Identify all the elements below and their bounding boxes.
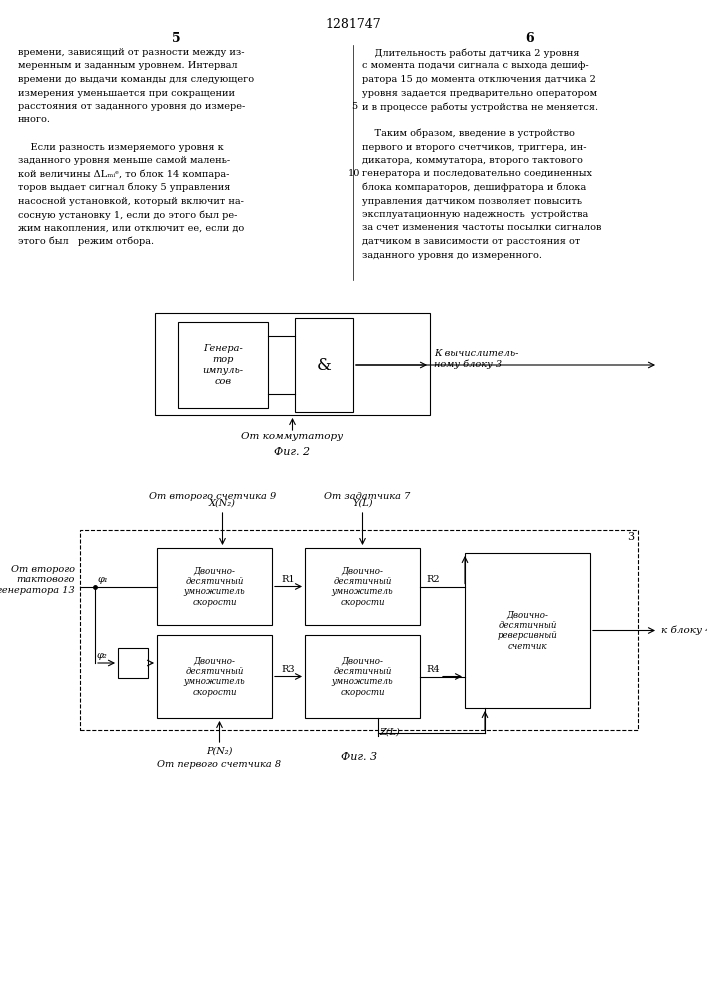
Text: Таким образом, введение в устройство: Таким образом, введение в устройство (362, 129, 575, 138)
Text: с момента подачи сигнала с выхода дешиф-: с момента подачи сигнала с выхода дешиф- (362, 62, 589, 70)
Text: &: & (317, 357, 332, 373)
Text: нного.: нного. (18, 115, 51, 124)
Text: φ₂: φ₂ (97, 651, 107, 660)
Text: ратора 15 до момента отключения датчика 2: ратора 15 до момента отключения датчика … (362, 75, 596, 84)
Bar (80, 530, 638, 730)
Text: эксплуатационную надежность  устройства: эксплуатационную надежность устройства (362, 210, 588, 219)
Text: R4: R4 (426, 664, 440, 674)
Text: к блоку 4: к блоку 4 (661, 626, 707, 635)
Text: От второго
тактового
генератора 13: От второго тактового генератора 13 (0, 565, 75, 595)
Text: заданного уровня меньше самой малень-: заданного уровня меньше самой малень- (18, 156, 230, 165)
Text: блока компараторов, дешифратора и блока: блока компараторов, дешифратора и блока (362, 183, 586, 192)
Text: жим накопления, или отключит ее, если до: жим накопления, или отключит ее, если до (18, 224, 244, 232)
Bar (157, 635, 272, 718)
Text: К вычислитель-
ному блоку 3: К вычислитель- ному блоку 3 (434, 349, 518, 369)
Text: R1: R1 (281, 574, 296, 584)
Bar (178, 322, 268, 408)
Text: датчиком в зависимости от расстояния от: датчиком в зависимости от расстояния от (362, 237, 580, 246)
Text: От второго счетчика 9: От второго счетчика 9 (149, 492, 276, 501)
Text: меренным и заданным уровнем. Интервал: меренным и заданным уровнем. Интервал (18, 62, 238, 70)
Text: управления датчиком позволяет повысить: управления датчиком позволяет повысить (362, 196, 582, 206)
Text: времени до выдачи команды для следующего: времени до выдачи команды для следующего (18, 75, 254, 84)
Text: Y(L): Y(L) (352, 499, 373, 508)
Text: Двоично-
десятичный
умножитель
скорости: Двоично- десятичный умножитель скорости (332, 656, 393, 697)
Text: R2: R2 (426, 574, 440, 584)
Bar (305, 548, 420, 625)
Text: Двоично-
десятичный
умножитель
скорости: Двоично- десятичный умножитель скорости (184, 566, 245, 607)
Text: Генера-
тор
импуль-
сов: Генера- тор импуль- сов (202, 344, 243, 386)
Text: P(N₂): P(N₂) (206, 747, 233, 756)
Text: Фиг. 3: Фиг. 3 (341, 752, 377, 762)
Bar (157, 548, 272, 625)
Text: 1281747: 1281747 (325, 18, 381, 31)
Text: измерения уменьшается при сокращении: измерения уменьшается при сокращении (18, 89, 235, 98)
Text: 5: 5 (351, 102, 357, 111)
Text: торов выдает сигнал блоку 5 управления: торов выдает сигнал блоку 5 управления (18, 183, 230, 192)
Text: насосной установкой, который включит на-: насосной установкой, который включит на- (18, 196, 244, 206)
Text: От задатчика 7: От задатчика 7 (325, 492, 411, 501)
Text: генератора и последовательно соединенных: генератора и последовательно соединенных (362, 169, 592, 178)
Bar (465, 553, 590, 708)
Text: Двоично-
десятичный
умножитель
скорости: Двоично- десятичный умножитель скорости (184, 656, 245, 697)
Text: уровня задается предварительно оператором: уровня задается предварительно операторо… (362, 89, 597, 98)
Text: Если разность измеряемого уровня к: Если разность измеряемого уровня к (18, 142, 223, 151)
Text: От коммутатору: От коммутатору (241, 432, 344, 441)
Text: 3: 3 (627, 532, 634, 542)
Text: этого был   режим отбора.: этого был режим отбора. (18, 237, 154, 246)
Text: Длительность работы датчика 2 уровня: Длительность работы датчика 2 уровня (362, 48, 580, 57)
Text: Двоично-
десятичный
реверсивный
счетчик: Двоично- десятичный реверсивный счетчик (498, 610, 557, 651)
Text: Z(L): Z(L) (380, 728, 400, 737)
Text: кой величины ΔLₘᵢᵉ, то блок 14 компара-: кой величины ΔLₘᵢᵉ, то блок 14 компара- (18, 169, 229, 179)
Text: и в процессе работы устройства не меняется.: и в процессе работы устройства не меняет… (362, 102, 598, 111)
Text: X(N₂): X(N₂) (209, 499, 236, 508)
Text: времени, зависящий от разности между из-: времени, зависящий от разности между из- (18, 48, 245, 57)
Bar (155, 313, 430, 415)
Text: 5: 5 (172, 32, 180, 45)
Text: Двоично-
десятичный
умножитель
скорости: Двоично- десятичный умножитель скорости (332, 566, 393, 607)
Text: первого и второго счетчиков, триггера, ин-: первого и второго счетчиков, триггера, и… (362, 142, 587, 151)
Text: φ₁: φ₁ (98, 574, 109, 584)
Text: расстояния от заданного уровня до измере-: расстояния от заданного уровня до измере… (18, 102, 245, 111)
Text: за счет изменения частоты посылки сигналов: за счет изменения частоты посылки сигнал… (362, 224, 602, 232)
Text: R3: R3 (281, 664, 296, 674)
Text: Фиг. 2: Фиг. 2 (274, 447, 310, 457)
Text: От первого счетчика 8: От первого счетчика 8 (158, 760, 281, 769)
Text: 6: 6 (526, 32, 534, 45)
Text: дикатора, коммутатора, второго тактового: дикатора, коммутатора, второго тактового (362, 156, 583, 165)
Text: 10: 10 (348, 169, 360, 178)
Bar (118, 648, 148, 678)
Text: сосную установку 1, если до этого был ре-: сосную установку 1, если до этого был ре… (18, 210, 238, 220)
Bar (305, 635, 420, 718)
Bar (295, 318, 353, 412)
Text: заданного уровня до измеренного.: заданного уровня до измеренного. (362, 250, 542, 259)
